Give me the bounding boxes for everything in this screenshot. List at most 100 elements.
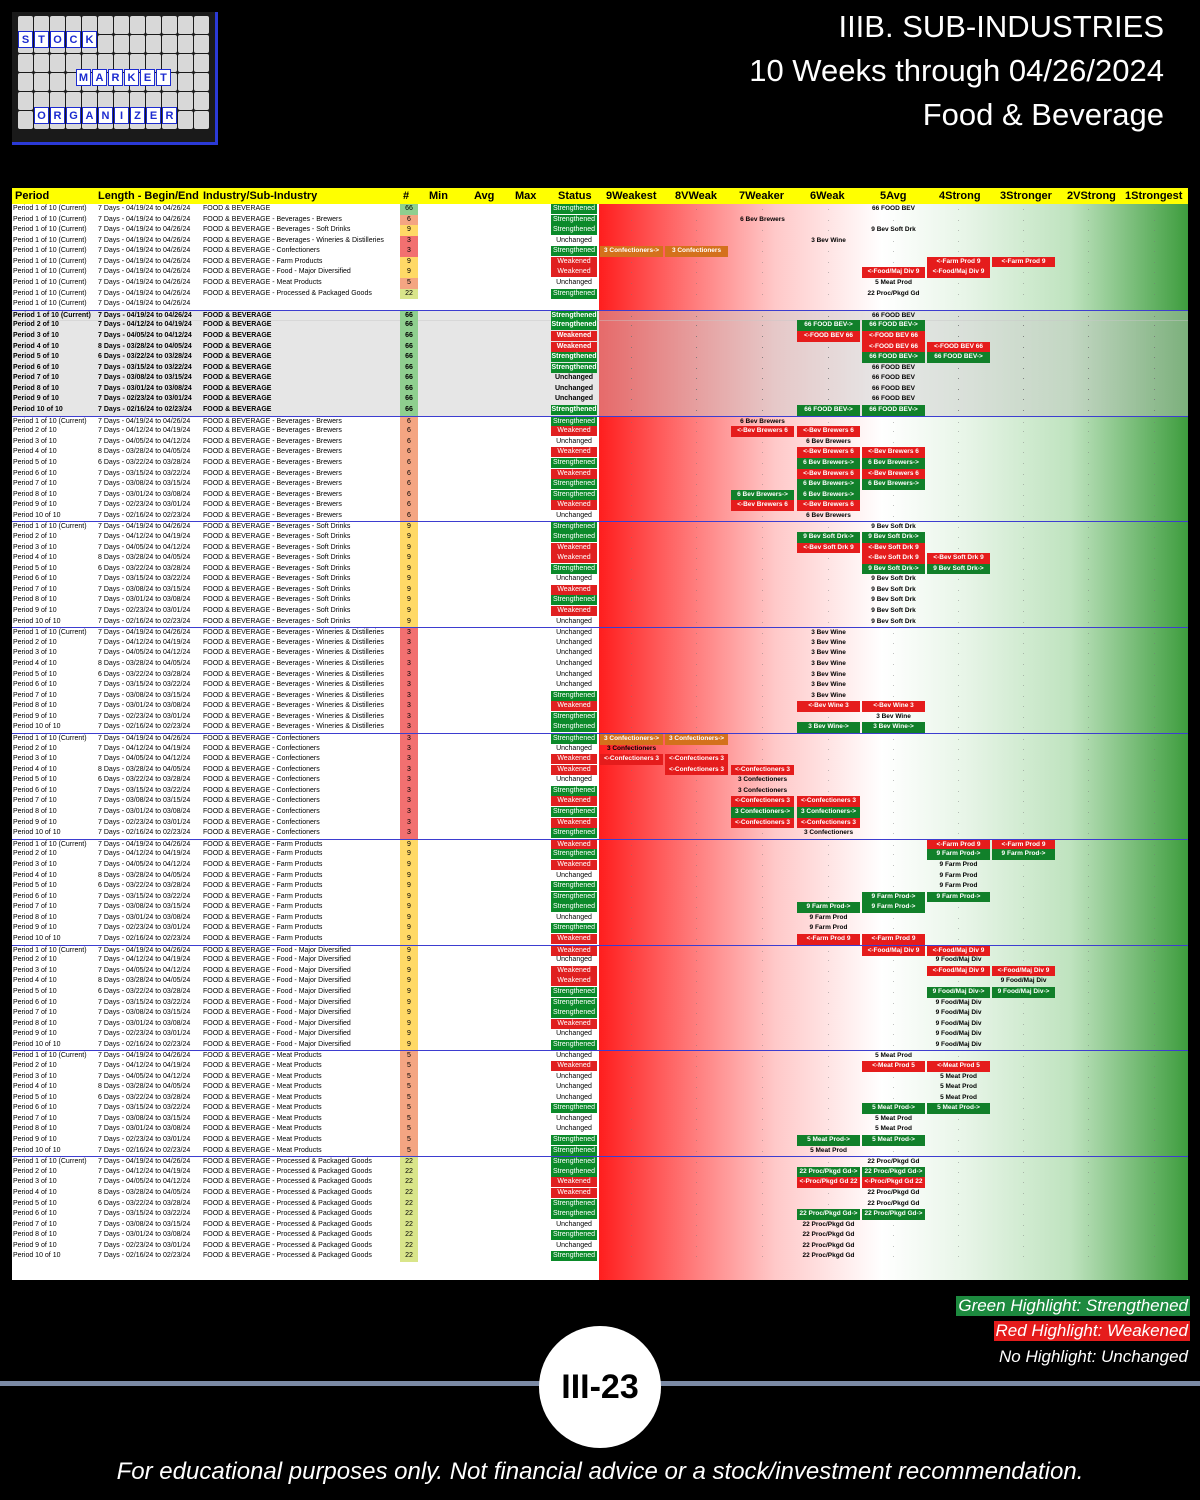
bin-empty-marker: . (630, 280, 633, 287)
cell-count: 9 (400, 522, 418, 533)
bin-label: 3 Confectioners-> (665, 734, 728, 745)
bin-empty-marker: . (827, 1031, 830, 1038)
cell-count: 3 (400, 680, 418, 691)
cell-period: Period 3 of 10 (13, 1178, 57, 1186)
bin-empty-marker: . (761, 586, 764, 593)
cell-count: 3 (400, 775, 418, 786)
bin-empty-marker: . (892, 787, 895, 794)
cell-status: Unchanged (556, 871, 592, 879)
bin-empty-marker: . (630, 861, 633, 868)
cell-status: Strengthened (551, 457, 597, 468)
table-row: Period 10 of 10 7 Days - 02/16/24 to 02/2… (12, 405, 1188, 416)
cell-length: 8 Days - 03/28/24 to 04/05/24 (98, 448, 191, 456)
bin-empty-marker: . (1022, 1041, 1025, 1048)
cell-industry: FOOD & BEVERAGE - Processed & Packaged G… (203, 1231, 372, 1239)
bin-empty-marker: . (630, 502, 633, 509)
cell-status: Weakened (551, 606, 597, 617)
bin-label: 22 Proc/Pkgd Gd-> (797, 1209, 860, 1220)
bin-label: <-Bev Brewers 6 (862, 447, 925, 458)
bin-empty-marker: . (1153, 1179, 1156, 1186)
bin-empty-marker: . (1022, 819, 1025, 826)
bin-empty-marker: . (957, 1211, 960, 1218)
col-header-bin-1: 1Strongest (1125, 190, 1183, 202)
bin-label: <-Confectioners 3 (731, 764, 794, 776)
bin-empty-marker: . (827, 1200, 830, 1207)
bin-empty-marker: . (695, 660, 698, 667)
cell-period: Period 7 of 10 (13, 691, 57, 699)
cell-status: Strengthened (551, 923, 597, 934)
cell-status: Strengthened (551, 320, 597, 331)
bin-empty-marker: . (1153, 798, 1156, 805)
bin-empty-marker: . (761, 1232, 764, 1239)
cell-length: 6 Days - 03/22/24 to 03/28/24 (98, 776, 191, 784)
bin-empty-marker: . (630, 544, 633, 551)
bin-empty-marker: . (1153, 396, 1156, 403)
cell-count: 5 (400, 1124, 418, 1136)
cell-count: 9 (400, 923, 418, 935)
cell-status: Unchanged (556, 236, 592, 244)
bin-empty-marker: . (1087, 576, 1090, 583)
cell-period: Period 1 of 10 (Current) (13, 268, 87, 276)
cell-length: 7 Days - 04/19/24 to 04/26/24 (98, 279, 191, 287)
cell-length: 7 Days - 04/19/24 to 04/26/24 (98, 215, 191, 223)
cell-count: 66 (400, 310, 418, 322)
bin-empty-marker: . (1022, 999, 1025, 1006)
bin-label: 9 Bev Soft Drk-> (797, 531, 860, 543)
table-row: Period 9 of 10 7 Days - 02/23/24 to 03/01… (12, 1240, 1188, 1252)
bin-empty-marker: . (1022, 354, 1025, 361)
bin-empty-marker: . (957, 608, 960, 615)
bin-label: <-Bev Soft Drk 9 (862, 542, 925, 554)
bin-label: 5 Meat Prod-> (797, 1135, 860, 1146)
bin-empty-marker: . (1022, 248, 1025, 255)
cell-count: 66 (400, 373, 418, 384)
bin-label: 3 Confectioners (665, 246, 728, 257)
cell-count: 3 (400, 637, 418, 649)
cell-status: Unchanged (556, 638, 592, 646)
bin-empty-marker: . (761, 756, 764, 763)
bin-empty-marker: . (957, 1232, 960, 1239)
bin-empty-marker: . (892, 809, 895, 816)
logo-tile (194, 54, 209, 72)
bin-empty-marker: . (827, 851, 830, 858)
bin-empty-marker: . (1153, 491, 1156, 498)
bin-empty-marker: . (1022, 533, 1025, 540)
bin-empty-marker: . (761, 1073, 764, 1080)
bin-empty-marker: . (1153, 343, 1156, 350)
bin-empty-marker: . (957, 280, 960, 287)
bin-empty-marker: . (630, 375, 633, 382)
cell-period: Period 3 of 10 (13, 860, 57, 868)
cell-period: Period 2 of 10 (13, 744, 57, 752)
bin-empty-marker: . (630, 258, 633, 265)
bin-empty-marker: . (630, 630, 633, 637)
bin-label: 9 Bev Soft Drk (871, 617, 916, 625)
cell-status: Strengthened (551, 690, 597, 701)
bin-empty-marker: . (1087, 841, 1090, 848)
bin-label: 3 Bev Wine (876, 712, 911, 720)
bin-empty-marker: . (957, 904, 960, 911)
cell-length: 7 Days - 02/23/24 to 03/01/24 (98, 1030, 191, 1038)
cell-count: 9 (400, 616, 418, 628)
cell-length: 7 Days - 03/08/24 to 03/15/24 (98, 797, 191, 805)
bin-empty-marker: . (827, 290, 830, 297)
table-row: Period 1 of 10 (Current) 7 Days - 04/19/2… (12, 309, 1188, 322)
table-row: Period 3 of 10 7 Days - 04/05/24 to 04/12… (12, 330, 1188, 342)
cell-length: 7 Days - 03/15/24 to 03/22/24 (98, 363, 192, 371)
bin-label: 9 Food/Maj Div-> (927, 986, 990, 998)
bin-empty-marker: . (1087, 533, 1090, 540)
bin-empty-marker: . (1153, 1221, 1156, 1228)
bin-empty-marker: . (1022, 1147, 1025, 1154)
bin-empty-marker: . (761, 375, 764, 382)
cell-period: Period 4 of 10 (13, 977, 57, 985)
bin-empty-marker: . (695, 1179, 698, 1186)
cell-count: 3 (400, 690, 418, 702)
bin-empty-marker: . (630, 586, 633, 593)
cell-industry: FOOD & BEVERAGE - Beverages - Wineries &… (203, 712, 384, 720)
bin-empty-marker: . (1087, 872, 1090, 879)
cell-count: 3 (400, 711, 418, 723)
bin-empty-marker: . (1022, 1189, 1025, 1196)
cell-status: Strengthened (551, 1209, 597, 1220)
bin-empty-marker: . (1087, 819, 1090, 826)
cell-length: 7 Days - 04/19/24 to 04/26/24 (98, 247, 191, 255)
bin-empty-marker: . (1022, 724, 1025, 731)
